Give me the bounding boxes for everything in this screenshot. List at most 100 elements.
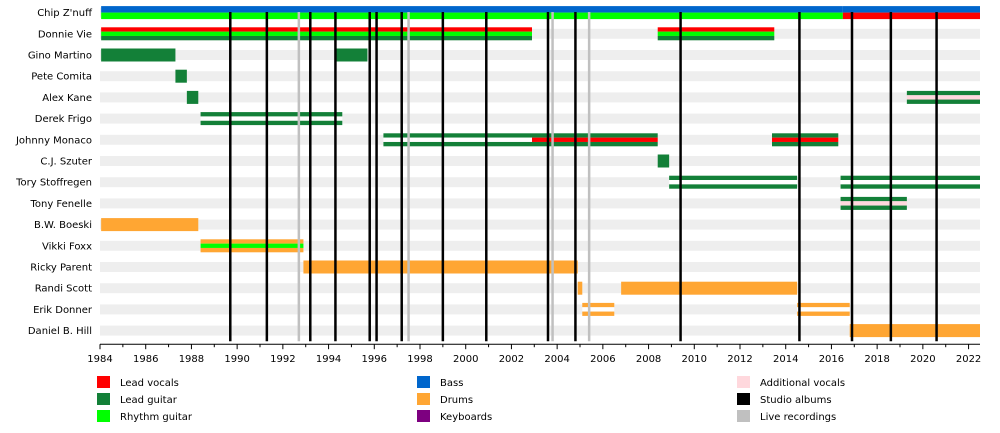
bar-band-lead_guitar [840, 184, 980, 189]
bar-band-bass [101, 6, 843, 13]
x-tick-label: 1996 [362, 354, 387, 365]
bar-randi-scott-1 [577, 281, 583, 295]
x-tick-label: 2022 [956, 354, 981, 365]
bar-band-additional_vocals [840, 201, 907, 206]
bar-johnny-monaco-1 [383, 133, 532, 147]
legend-item-additional-vocals: Additional vocals [737, 376, 845, 389]
legend-swatch [737, 393, 750, 405]
bar-erik-donner-1 [582, 302, 615, 316]
bar-tory-stoffregen-1 [669, 175, 798, 189]
legend-swatch [417, 410, 430, 422]
bar-band-lead_guitar [840, 175, 980, 181]
x-tick-label: 2006 [590, 354, 615, 365]
legend-label: Keyboards [440, 412, 492, 423]
bar-band-rhythm_guitar [101, 31, 533, 36]
bar-johnny-monaco-3 [772, 133, 839, 147]
bar-band-drums [621, 281, 798, 295]
member-name-tory-stoffregen: Tory Stoffregen [15, 178, 92, 189]
bar-vikki-foxx-1 [200, 239, 304, 253]
bar-johnny-monaco-2 [532, 133, 658, 147]
bar-band-rhythm_guitar [657, 31, 775, 36]
bar-band-lead_guitar [840, 196, 907, 202]
bar-band-white [797, 307, 850, 312]
bar-gino-martino-2 [335, 48, 368, 62]
x-tick-label: 1988 [179, 354, 204, 365]
x-tick-label: 2000 [453, 354, 478, 365]
bar-band-rhythm_guitar [200, 243, 304, 248]
bar-band-lead_guitar [906, 90, 980, 96]
bar-band-drums [577, 281, 583, 295]
bar-band-lead_vocals [772, 137, 839, 142]
bar-band-drums [101, 218, 199, 232]
bar-band-drums [797, 311, 850, 316]
bar-alex-kane-2 [906, 90, 980, 104]
bar-band-lead_vocals [101, 27, 533, 32]
legend-item-live-recordings: Live recordings [737, 410, 836, 423]
row-stripe [100, 113, 980, 124]
bar-band-drums [797, 302, 850, 308]
bar-gino-martino-1 [101, 48, 176, 62]
bar-b-w-boeski-1 [101, 218, 199, 232]
bar-derek-frigo-1 [200, 112, 343, 126]
x-tick-label: 1994 [316, 354, 341, 365]
bar-band-lead_guitar [669, 175, 798, 181]
bar-tony-fenelle-1 [840, 196, 907, 210]
x-tick-label: 2020 [910, 354, 935, 365]
bar-ricky-parent-1 [303, 260, 578, 274]
member-name-erik-donner: Erik Donner [33, 305, 93, 316]
bar-daniel-b-hill-1 [849, 324, 980, 338]
bar-band-white [383, 137, 532, 142]
legend-label: Bass [440, 378, 463, 389]
legend-label: Lead vocals [120, 378, 179, 389]
legend-item-lead-vocals: Lead vocals [97, 376, 179, 389]
legend-item-lead-guitar: Lead guitar [97, 393, 178, 406]
row-stripe [100, 50, 980, 60]
member-name-derek-frigo: Derek Frigo [35, 114, 92, 125]
legend-item-bass: Bass [417, 376, 463, 389]
bar-band-white [840, 180, 980, 185]
bar-band-lead_guitar [383, 141, 532, 147]
bar-band-lead_guitar [101, 48, 176, 62]
member-name-donnie-vie: Donnie Vie [38, 29, 92, 40]
bar-band-lead_guitar [772, 141, 839, 147]
legend-label: Drums [440, 395, 473, 406]
row-stripe [100, 304, 980, 315]
legend-swatch [417, 393, 430, 405]
legend-label: Lead guitar [120, 395, 178, 406]
bar-band-rhythm_guitar [101, 12, 843, 20]
legend-swatch [737, 410, 750, 422]
member-name-alex-kane: Alex Kane [42, 93, 92, 104]
bar-band-white [669, 180, 798, 185]
x-tick-label: 1990 [224, 354, 249, 365]
member-name-randi-scott: Randi Scott [35, 284, 92, 295]
bar-band-drums [582, 302, 615, 308]
bar-band-lead_guitar [335, 48, 368, 62]
legend-label: Live recordings [760, 412, 836, 423]
bar-pete-comita-1 [175, 69, 187, 83]
member-name-tony-fenelle: Tony Fenelle [29, 199, 92, 210]
row-stripe [100, 92, 980, 103]
bar-band-drums [849, 324, 980, 338]
bar-tory-stoffregen-2 [840, 175, 980, 189]
bar-band-drums [582, 311, 615, 316]
row-stripe [100, 283, 980, 294]
x-tick-label: 2016 [819, 354, 844, 365]
row-stripe [100, 240, 980, 251]
member-name-gino-martino: Gino Martino [28, 51, 92, 62]
bar-band-white [582, 307, 615, 312]
bar-band-lead_vocals [842, 12, 980, 20]
bar-band-lead_guitar [657, 154, 670, 168]
bar-band-additional_vocals [906, 95, 980, 100]
bar-chip-z-nuff-2 [842, 6, 980, 20]
legend-swatch [737, 376, 750, 388]
row-stripe [100, 198, 980, 209]
x-tick-label: 2008 [636, 354, 661, 365]
row-stripe [100, 28, 980, 39]
bar-c-j-szuter-1 [657, 154, 670, 168]
bar-band-lead_guitar [186, 90, 199, 104]
row-stripe [100, 325, 980, 336]
row-stripe [100, 71, 980, 82]
x-tick-label: 2002 [499, 354, 524, 365]
legend-item-keyboards: Keyboards [417, 410, 492, 423]
